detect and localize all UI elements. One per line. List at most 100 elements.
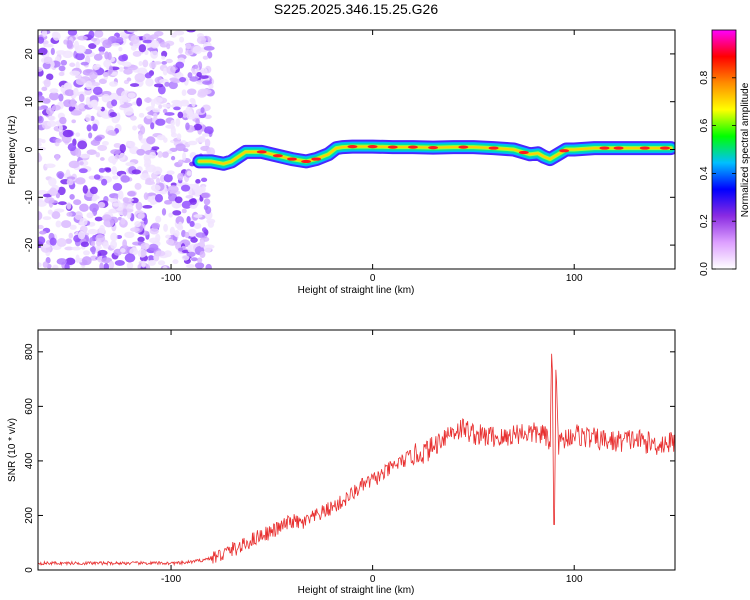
noise-blob xyxy=(52,31,61,41)
noise-blob xyxy=(170,32,177,38)
noise-blob xyxy=(46,120,57,127)
snr-y-tick-label: 800 xyxy=(24,343,35,360)
noise-blob xyxy=(163,250,172,258)
snr-y-tick-label: 200 xyxy=(24,507,35,524)
noise-blob xyxy=(181,229,186,238)
noise-blob xyxy=(49,88,59,94)
noise-blob xyxy=(44,163,56,169)
noise-blob xyxy=(41,30,48,37)
noise-blob xyxy=(99,224,106,235)
noise-blob xyxy=(174,196,183,204)
noise-blob xyxy=(95,151,101,158)
noise-blob xyxy=(172,210,182,216)
noise-blob xyxy=(149,151,157,159)
noise-blob xyxy=(167,185,179,194)
noise-blob xyxy=(46,107,55,116)
noise-blob xyxy=(75,177,86,185)
noise-blob xyxy=(111,42,120,47)
noise-blob xyxy=(149,227,159,235)
noise-blob xyxy=(173,106,181,111)
noise-blob xyxy=(59,116,67,125)
noise-blob xyxy=(200,177,208,183)
noise-blob xyxy=(98,51,105,55)
noise-blob xyxy=(162,67,168,76)
noise-blob xyxy=(66,178,74,186)
noise-blob xyxy=(181,184,191,192)
colorbar-title: Normalized spectral amplitude xyxy=(740,82,750,217)
noise-blob xyxy=(136,148,146,156)
noise-blob xyxy=(187,111,194,117)
noise-blob xyxy=(102,39,113,49)
noise-blob xyxy=(145,78,154,87)
noise-blob xyxy=(198,75,209,79)
noise-blob xyxy=(151,146,160,151)
noise-blob xyxy=(157,85,166,95)
noise-blob xyxy=(177,172,184,181)
snr-y-tick-label: 400 xyxy=(24,452,35,469)
noise-blob xyxy=(142,204,153,209)
noise-blob xyxy=(136,97,143,107)
noise-blob xyxy=(111,165,118,175)
noise-blob xyxy=(80,241,89,248)
snr-line xyxy=(38,353,675,567)
noise-blob xyxy=(92,86,103,96)
noise-blob xyxy=(204,114,212,119)
noise-blob xyxy=(58,93,64,102)
noise-blob xyxy=(185,43,192,50)
noise-blob xyxy=(77,230,86,240)
noise-blob xyxy=(107,129,116,136)
noise-blob xyxy=(166,238,175,245)
figure-title: S225.2025.346.15.25.G26 xyxy=(274,1,438,17)
noise-blob xyxy=(155,233,161,242)
noise-blob xyxy=(200,107,205,114)
ridge-peak xyxy=(407,145,418,149)
noise-blob xyxy=(75,254,80,264)
spectrogram-y-axis-title: Frequency (Hz) xyxy=(7,116,18,185)
noise-blob xyxy=(181,254,190,261)
noise-blob xyxy=(85,96,91,106)
noise-blob xyxy=(118,66,124,72)
noise-blob xyxy=(203,198,211,206)
noise-blob xyxy=(122,239,128,249)
noise-blob xyxy=(158,104,163,109)
noise-blob xyxy=(89,71,98,80)
noise-blob xyxy=(170,155,176,161)
noise-blob xyxy=(104,51,110,60)
noise-blob xyxy=(49,91,60,101)
spectrogram-y-tick-label: -10 xyxy=(24,190,35,205)
noise-blob xyxy=(122,61,132,67)
noise-blob xyxy=(189,229,196,237)
noise-blob xyxy=(193,214,203,218)
noise-blob xyxy=(124,253,136,263)
noise-blob xyxy=(162,266,168,269)
noise-blob xyxy=(126,30,138,33)
noise-blob xyxy=(134,182,142,190)
noise-blob xyxy=(201,227,207,233)
noise-blob xyxy=(91,196,97,202)
noise-blob xyxy=(75,132,81,137)
noise-blob xyxy=(194,187,203,196)
noise-blob xyxy=(134,220,142,228)
noise-blob xyxy=(126,262,134,269)
noise-blob xyxy=(144,97,153,103)
noise-blob xyxy=(127,190,136,197)
noise-blob xyxy=(190,237,198,243)
noise-blob xyxy=(93,245,102,250)
noise-blob xyxy=(166,43,171,50)
noise-blob xyxy=(189,197,197,206)
noise-blob xyxy=(165,234,171,239)
noise-blob xyxy=(58,65,66,72)
noise-blob xyxy=(70,110,82,116)
noise-blob xyxy=(71,246,81,251)
noise-blob xyxy=(195,118,200,125)
noise-blob xyxy=(162,108,168,114)
noise-blob xyxy=(73,40,80,50)
snr-x-tick-label: 0 xyxy=(370,574,376,585)
snr-frame xyxy=(37,329,676,571)
snr-x-axis-title: Height of straight line (km) xyxy=(298,585,415,596)
noise-blob xyxy=(164,112,175,116)
noise-blob xyxy=(112,183,123,191)
noise-blob xyxy=(109,92,119,102)
noise-blob xyxy=(143,192,149,200)
